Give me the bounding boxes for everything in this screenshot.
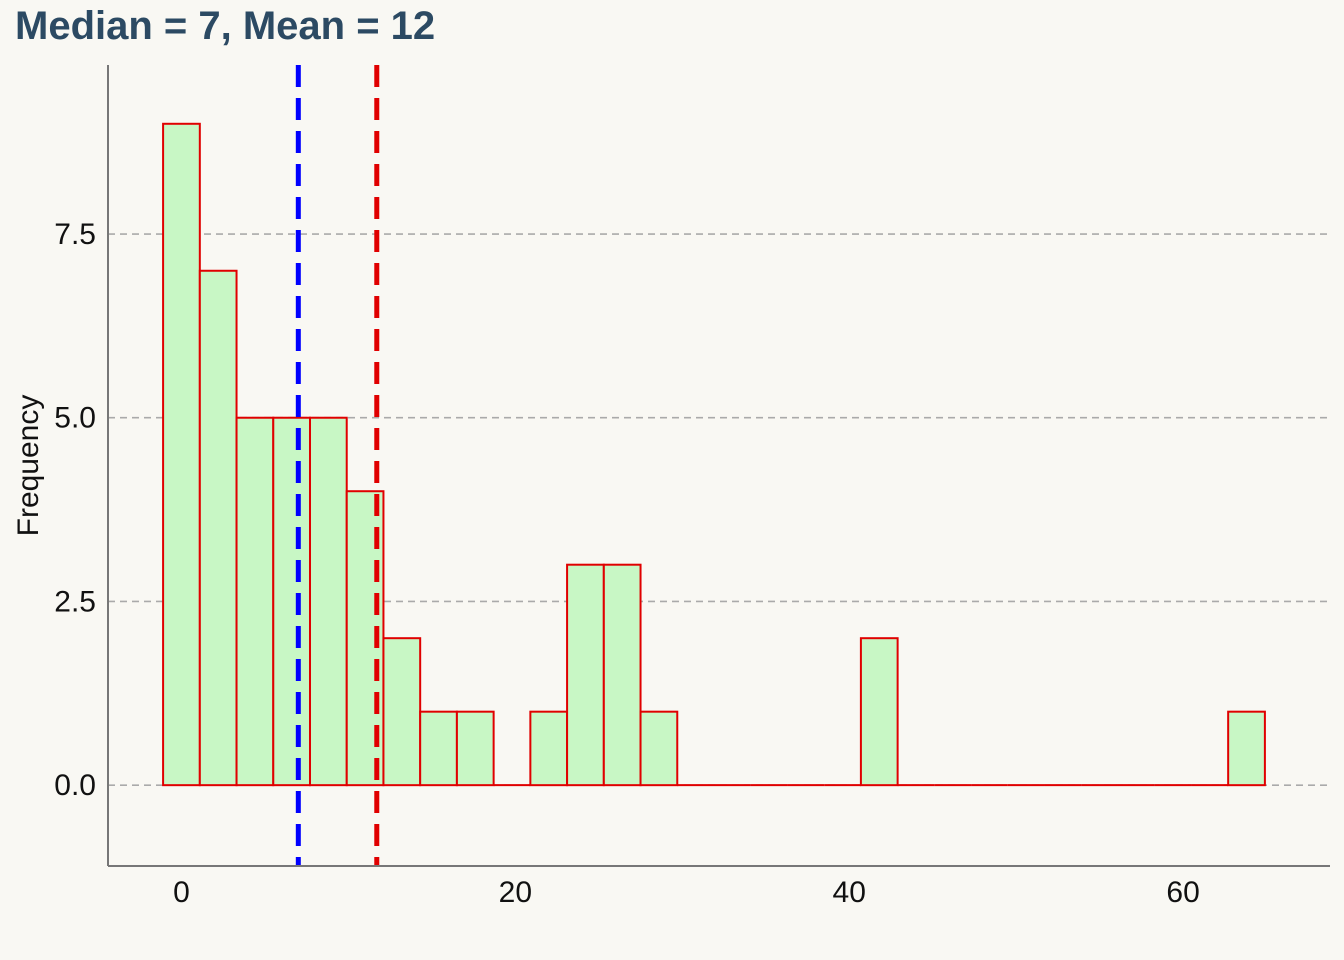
histogram-bar-6 xyxy=(382,637,422,787)
y-tick-label-0: 0.0 xyxy=(54,769,96,802)
histogram-bar-19 xyxy=(859,637,899,787)
histogram-bar-29 xyxy=(1227,710,1266,787)
histogram-bar-10 xyxy=(529,710,569,787)
histogram-bar-0 xyxy=(162,122,201,787)
y-tick-label-2: 5.0 xyxy=(54,402,96,435)
chart-title: Median = 7, Mean = 12 xyxy=(15,4,436,48)
y-tick-label-3: 7.5 xyxy=(54,218,96,251)
histogram-bar-11 xyxy=(566,563,605,787)
histogram-bar-2 xyxy=(235,416,275,787)
histogram-bar-13 xyxy=(639,710,679,787)
histogram-bar-8 xyxy=(455,710,495,787)
reference-lines xyxy=(295,65,380,866)
tick-labels: 0 20 40 60 0.0 2.5 5.0 7.5 xyxy=(54,218,1199,909)
y-tick-label-1: 2.5 xyxy=(54,585,96,618)
x-tick-label-1: 20 xyxy=(499,876,532,909)
histogram-bar-3 xyxy=(272,416,311,787)
histogram-bar-7 xyxy=(419,710,458,787)
x-tick-label-0: 0 xyxy=(173,876,190,909)
histogram-bar-4 xyxy=(308,416,348,787)
histogram-bar-1 xyxy=(198,269,238,787)
axes xyxy=(107,65,1330,867)
histogram-bar-12 xyxy=(602,563,642,787)
x-tick-label-2: 40 xyxy=(833,876,866,909)
y-axis-label: Frequency xyxy=(12,395,45,537)
x-tick-label-3: 60 xyxy=(1166,876,1199,909)
bars xyxy=(162,122,1266,787)
